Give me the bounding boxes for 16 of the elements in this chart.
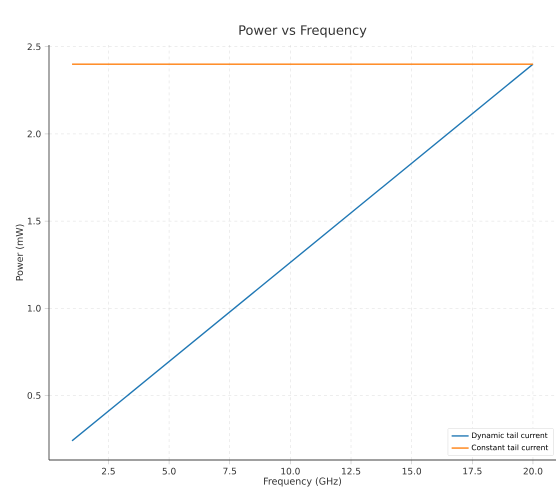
x-tick-label: 20.0 [524, 468, 542, 475]
x-tick-label: 2.5 [102, 468, 115, 475]
y-tick-label: 0.5 [28, 392, 40, 399]
x-axis-title: Frequency (GHz) [264, 477, 342, 487]
x-tick-label: 10.0 [281, 468, 300, 475]
x-tick-label: 12.5 [342, 468, 360, 475]
y-tick-label: 2.0 [28, 130, 41, 138]
y-tick-label: 2.5 [28, 43, 40, 50]
x-tick-label: 15.0 [402, 468, 422, 475]
y-axis-title: Power (mW) [16, 224, 24, 280]
x-tick-label: 17.5 [463, 468, 482, 474]
x-tick-label: 5.0 [162, 468, 176, 475]
x-tick-label: 7.5 [223, 468, 236, 474]
y-tick-label: 1.5 [28, 218, 40, 224]
chart-title: Power vs Frequency [239, 25, 366, 38]
y-tick-label: 1.0 [28, 304, 41, 312]
